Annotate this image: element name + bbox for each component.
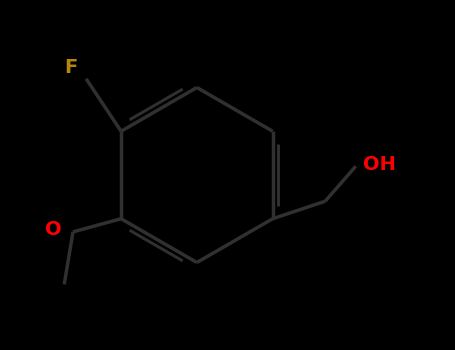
Text: F: F (64, 58, 77, 77)
Text: O: O (45, 220, 61, 239)
Text: OH: OH (364, 155, 396, 174)
